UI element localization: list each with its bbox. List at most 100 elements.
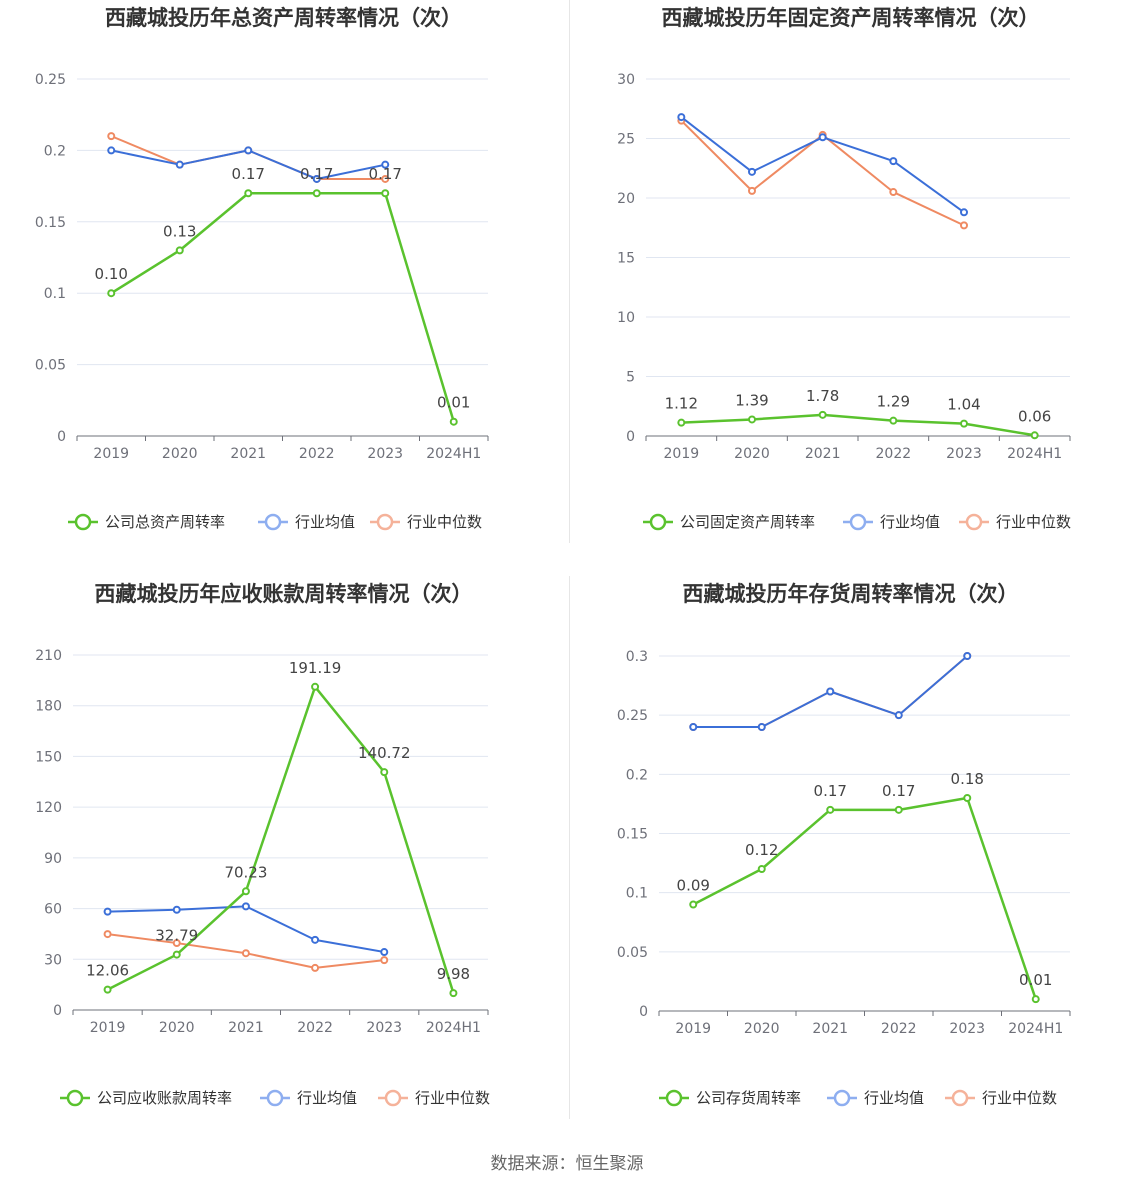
data-label: 0.18: [951, 770, 984, 788]
data-point-avg: [689, 723, 698, 731]
data-point-avg: [960, 208, 968, 217]
legend-label: 公司固定资产周转率: [680, 513, 815, 531]
data-point-avg: [380, 948, 389, 957]
x-tick-label: 2020: [159, 1020, 195, 1036]
data-point-company: [689, 900, 698, 909]
series-line-company: [692, 796, 1037, 1000]
legend-marker: [74, 513, 92, 531]
legend-marker: [266, 1089, 284, 1107]
x-tick-label: 2019: [675, 1021, 711, 1037]
data-point-company: [826, 805, 835, 814]
data-point-company: [963, 794, 972, 802]
legend-label: 行业中位数: [407, 513, 482, 531]
x-tick-label: 2024H1: [1007, 446, 1062, 462]
data-label: 0.12: [745, 841, 778, 859]
data-point-company: [818, 410, 827, 419]
legend-item-median: 行业中位数: [378, 1089, 490, 1107]
y-tick-label: 0: [639, 1004, 648, 1020]
data-point-company: [1031, 995, 1040, 1004]
data-point-median: [960, 221, 968, 230]
chart-title: 西藏城投历年存货周转率情况（次）: [683, 582, 1019, 606]
x-tick-label: 2020: [162, 446, 198, 462]
legend-label: 行业中位数: [415, 1089, 490, 1107]
y-tick-label: 0.05: [617, 945, 648, 961]
legend-label: 公司总资产周转率: [105, 513, 225, 531]
data-label: 0.17: [369, 165, 402, 183]
x-tick-label: 2019: [90, 1020, 126, 1036]
data-point-company: [241, 887, 250, 896]
data-label: 0.17: [300, 165, 333, 183]
data-label: 1.39: [735, 391, 768, 409]
legend-label: 行业均值: [295, 513, 355, 531]
x-tick-label: 2021: [230, 446, 266, 462]
data-label: 140.72: [358, 744, 411, 762]
data-label: 0.01: [1019, 971, 1052, 989]
data-point-avg: [748, 167, 756, 176]
x-tick-label: 2019: [93, 446, 129, 462]
data-point-median: [748, 186, 756, 195]
x-tick-label: 2022: [297, 1020, 333, 1036]
x-tick-label: 2024H1: [426, 446, 481, 462]
data-point-median: [241, 949, 250, 958]
legend-item-median: 行业中位数: [370, 513, 482, 531]
data-point-avg: [818, 133, 827, 142]
data-point-median: [107, 132, 116, 141]
divider-top: [569, 0, 570, 543]
y-tick-label: 0.15: [35, 215, 66, 231]
data-label: 1.29: [877, 393, 910, 411]
data-label: 0.06: [1018, 407, 1051, 425]
data-point-company: [960, 419, 968, 428]
data-point-company: [449, 417, 458, 426]
y-tick-label: 15: [617, 251, 635, 267]
series-line-company: [681, 413, 1035, 437]
data-point-company: [172, 950, 181, 959]
x-tick-label: 2024H1: [426, 1020, 481, 1036]
data-label: 9.98: [437, 965, 470, 983]
legend-marker: [66, 1089, 84, 1107]
y-tick-label: 5: [626, 370, 635, 386]
x-tick-label: 2019: [664, 446, 700, 462]
data-label: 0.17: [232, 165, 265, 183]
data-point-avg: [107, 146, 116, 155]
data-point-company: [312, 189, 321, 198]
legend-item-company: 公司应收账款周转率: [60, 1089, 232, 1107]
y-tick-label: 20: [617, 191, 635, 207]
data-label: 70.23: [224, 863, 267, 881]
legend-label: 行业中位数: [996, 513, 1071, 531]
y-tick-label: 0.15: [617, 827, 648, 843]
data-label: 0.10: [95, 265, 128, 283]
chart-svg: 西藏城投历年应收账款周转率情况（次） 0 30 60 90 120 150 180 210 201…: [35, 582, 490, 1107]
x-tick-label: 2023: [367, 446, 403, 462]
legend-marker: [376, 513, 394, 531]
data-point-avg: [963, 652, 972, 660]
legend-marker: [665, 1089, 683, 1107]
data-label: 0.17: [814, 782, 847, 800]
data-point-company: [381, 189, 390, 198]
y-tick-label: 30: [617, 72, 635, 88]
data-point-company: [748, 415, 756, 424]
legend-label: 公司应收账款周转率: [97, 1089, 232, 1107]
y-tick-label: 0.2: [44, 143, 66, 159]
series-line-company: [110, 191, 455, 423]
series-line-company: [107, 685, 455, 994]
data-label: 1.04: [947, 396, 980, 414]
data-label: 191.19: [289, 659, 342, 677]
chart-panel-receivables-turnover: 西藏城投历年应收账款周转率情况（次） 0 30 60 90 120 150 180 210 201…: [0, 576, 567, 1152]
x-tick-label: 2021: [228, 1020, 264, 1036]
data-point-avg: [826, 687, 835, 696]
legend-label: 行业均值: [297, 1089, 357, 1107]
data-point-median: [381, 174, 390, 183]
y-tick-label: 180: [35, 699, 62, 715]
data-point-company: [757, 865, 766, 873]
data-point-avg: [381, 160, 390, 169]
legend-item-avg: 行业均值: [827, 1089, 924, 1107]
legend-label: 行业均值: [864, 1089, 924, 1107]
data-point-company: [175, 246, 184, 255]
legend-item-company: 公司固定资产周转率: [643, 513, 815, 531]
data-label: 0.09: [677, 877, 710, 895]
y-tick-label: 30: [44, 952, 62, 968]
x-tick-label: 2022: [881, 1021, 917, 1037]
y-tick-label: 0: [626, 429, 635, 445]
data-point-median: [103, 930, 112, 939]
legend-marker: [384, 1089, 402, 1107]
